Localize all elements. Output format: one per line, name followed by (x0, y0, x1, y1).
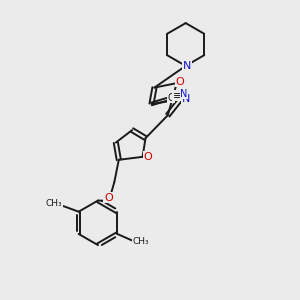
Text: O: O (175, 76, 184, 87)
Text: O: O (143, 152, 152, 162)
Text: N: N (182, 94, 190, 104)
Text: N: N (183, 61, 191, 71)
Text: O: O (104, 193, 113, 202)
Text: ≡: ≡ (173, 91, 182, 101)
Text: CH₃: CH₃ (132, 237, 149, 246)
Text: N: N (180, 89, 188, 99)
Text: CH₃: CH₃ (46, 200, 62, 208)
Text: C: C (167, 93, 174, 103)
